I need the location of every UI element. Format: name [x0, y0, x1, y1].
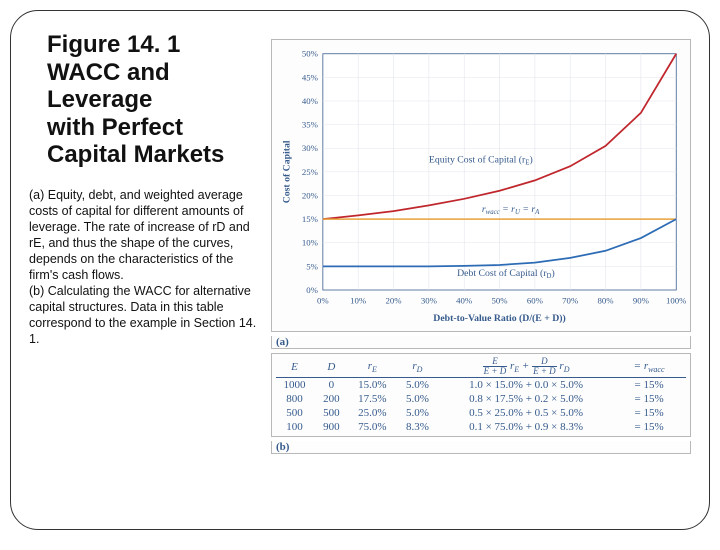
svg-text:Debt Cost of Capital (rD): Debt Cost of Capital (rD): [457, 268, 555, 280]
table-row: 10090075.0%8.3%0.1 × 75.0% + 0.9 × 8.3%=…: [276, 420, 686, 434]
table-header: D: [313, 356, 350, 378]
panel-a-label: (a): [271, 336, 691, 349]
slide-frame: Figure 14. 1WACC andLeveragewith Perfect…: [10, 10, 710, 530]
left-column: Figure 14. 1WACC andLeveragewith Perfect…: [29, 31, 259, 515]
svg-text:90%: 90%: [633, 296, 649, 306]
svg-text:40%: 40%: [456, 296, 472, 306]
wacc-chart: 0% 5% 10% 15% 20% 25% 30% 35% 40% 45% 50% 0% 10% 20% 3…: [276, 44, 686, 327]
table-header: E: [276, 356, 313, 378]
chart-panel-a: 0% 5% 10% 15% 20% 25% 30% 35% 40% 45% 50% 0% 10% 20% 3…: [271, 39, 691, 332]
svg-text:35%: 35%: [302, 120, 318, 130]
svg-text:50%: 50%: [492, 296, 508, 306]
wacc-table: EDrErDEE + D rE + DE + D rD= rwacc100001…: [276, 356, 686, 434]
svg-text:100%: 100%: [666, 296, 686, 306]
svg-text:Cost of Capital: Cost of Capital: [282, 140, 293, 203]
table-header: = rwacc: [612, 356, 686, 378]
figure-caption: (a) Equity, debt, and weighted average c…: [29, 187, 259, 347]
table-header: EE + D rE + DE + D rD: [440, 356, 612, 378]
svg-text:Debt-to-Value Ratio (D/(E + D): Debt-to-Value Ratio (D/(E + D)): [433, 313, 565, 324]
svg-text:50%: 50%: [302, 49, 318, 59]
svg-text:80%: 80%: [598, 296, 614, 306]
right-column: 0% 5% 10% 15% 20% 25% 30% 35% 40% 45% 50% 0% 10% 20% 3…: [271, 31, 691, 515]
panel-b-label: (b): [271, 441, 691, 454]
svg-text:Equity Cost of Capital (rE): Equity Cost of Capital (rE): [429, 154, 533, 166]
table-row: 50050025.0%5.0%0.5 × 25.0% + 0.5 × 5.0%=…: [276, 406, 686, 420]
svg-text:10%: 10%: [350, 296, 366, 306]
svg-text:20%: 20%: [302, 190, 318, 200]
wacc-table-wrap: EDrErDEE + D rE + DE + D rD= rwacc100001…: [271, 353, 691, 437]
svg-text:5%: 5%: [306, 261, 318, 271]
svg-text:70%: 70%: [562, 296, 578, 306]
table-row: 80020017.5%5.0%0.8 × 17.5% + 0.2 × 5.0%=…: [276, 392, 686, 406]
svg-text:45%: 45%: [302, 72, 318, 82]
svg-text:30%: 30%: [421, 296, 437, 306]
svg-text:30%: 30%: [302, 143, 318, 153]
table-header: rE: [350, 356, 395, 378]
svg-text:60%: 60%: [527, 296, 543, 306]
svg-text:0%: 0%: [306, 285, 318, 295]
svg-text:10%: 10%: [302, 238, 318, 248]
table-header: rD: [395, 356, 440, 378]
svg-text:0%: 0%: [317, 296, 329, 306]
figure-title: Figure 14. 1WACC andLeveragewith Perfect…: [47, 31, 259, 169]
svg-text:20%: 20%: [385, 296, 401, 306]
svg-text:40%: 40%: [302, 96, 318, 106]
svg-text:15%: 15%: [302, 214, 318, 224]
svg-text:25%: 25%: [302, 167, 318, 177]
table-row: 1000015.0%5.0%1.0 × 15.0% + 0.0 × 5.0%= …: [276, 378, 686, 393]
